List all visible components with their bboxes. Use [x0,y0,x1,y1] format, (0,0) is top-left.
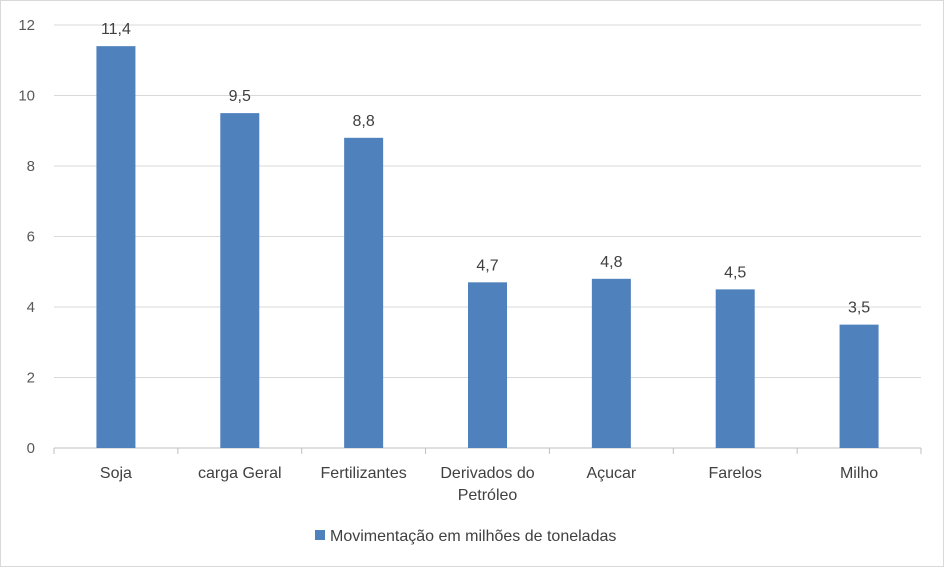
y-tick-label: 6 [27,229,35,246]
legend-label: Movimentação em milhões de toneladas [330,528,616,545]
category-label: Milho [840,465,878,482]
data-label: 4,5 [724,264,746,281]
bar [591,278,631,448]
category-label: Fertilizantes [321,465,407,482]
category-label: carga Geral [198,465,282,482]
y-tick-label: 8 [27,158,35,175]
y-tick-label: 0 [27,440,35,457]
legend: Movimentação em milhões de toneladas [315,528,616,545]
y-axis-ticks: 0 2 4 6 8 10 12 [18,17,35,457]
bar [96,46,136,449]
data-labels: 11,4 9,5 8,8 4,7 4,8 4,5 3,5 [101,21,870,316]
y-tick-label: 12 [18,17,35,34]
bars [96,46,879,449]
data-label: 9,5 [229,88,251,105]
category-label: Derivados do Petróleo [440,465,534,504]
y-tick-label: 2 [27,370,35,387]
category-label: Farelos [709,465,762,482]
data-label: 4,7 [476,257,498,274]
y-tick-label: 10 [18,88,35,105]
y-tick-label: 4 [27,299,35,316]
category-label: Açucar [586,465,636,482]
data-label: 8,8 [353,113,375,130]
bar [468,282,507,448]
bar [220,113,260,448]
data-label: 3,5 [848,300,870,317]
bar [839,324,879,448]
bar [715,289,755,448]
legend-swatch [315,530,325,540]
x-axis-labels: Soja carga Geral Fertilizantes Derivados do… [100,465,878,504]
bar [344,137,384,449]
category-label: Soja [100,465,132,482]
data-label: 4,8 [600,254,622,271]
data-label: 11,4 [101,21,131,38]
